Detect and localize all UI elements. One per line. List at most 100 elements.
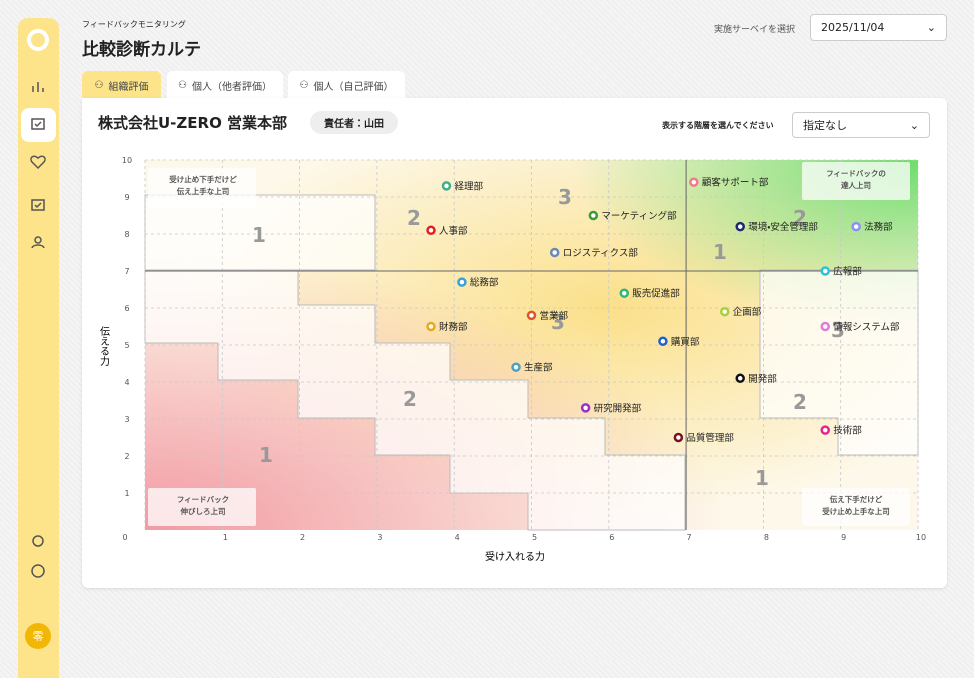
- y-tick-label: 4: [124, 378, 129, 387]
- data-point: [735, 221, 745, 232]
- annotation-box: [148, 168, 256, 208]
- level-value: 指定なし: [803, 119, 847, 132]
- level-label: 表示する階層を選んでください: [662, 121, 774, 130]
- survey-label: 実施サーベイを選択: [714, 25, 796, 35]
- zone-number: 3: [831, 318, 845, 342]
- data-point: [580, 403, 591, 413]
- data-point: [549, 247, 560, 258]
- y-tick-label: 2: [124, 452, 129, 461]
- point-label: 財務部: [439, 321, 468, 333]
- point-label: 情報システム部: [833, 321, 900, 333]
- survey-value: 2025/11/04: [821, 21, 885, 34]
- y-tick-label: 5: [124, 341, 129, 350]
- point-label: 開発部: [748, 373, 777, 385]
- point-label: 総務部: [470, 277, 499, 289]
- annotation-box: [802, 488, 910, 526]
- tab[interactable]: ⚇ 個人（他者評価）: [167, 71, 283, 99]
- tab-label: 個人（他者評価）: [191, 81, 272, 93]
- y-tick-label: 10: [122, 156, 132, 165]
- zone-number: 2: [793, 390, 807, 414]
- tab[interactable]: ⚇ 組織評価: [82, 71, 161, 99]
- annotation: 伝え上手な上司: [176, 186, 230, 196]
- annotation: フィードバックの: [826, 168, 886, 178]
- point-label: 生産部: [524, 362, 553, 374]
- data-point: [673, 432, 684, 443]
- annotation: フィードバック: [177, 494, 229, 504]
- point-label: 研究開発部: [594, 402, 642, 414]
- sidebar: 零: [18, 18, 59, 678]
- data-point: [526, 310, 537, 321]
- survey-select[interactable]: 2025/11/04 ⌄: [810, 14, 947, 41]
- org-name: 株式会社U-ZERO 営業本部: [98, 114, 288, 132]
- zone-number: 1: [713, 240, 727, 264]
- tab[interactable]: ⚇ 個人（自己評価）: [288, 71, 405, 99]
- x-tick-label: 7: [687, 533, 692, 542]
- point-label: 購買部: [671, 336, 700, 348]
- zone-number: 1: [259, 443, 273, 467]
- point-label: 企画部: [733, 306, 762, 318]
- tab-label: 組織評価: [108, 81, 149, 93]
- x-tick-label: 4: [455, 533, 460, 542]
- sidebar-icons: 零: [21, 29, 56, 649]
- data-point: [851, 221, 861, 232]
- x-tick-label: 10: [916, 533, 926, 542]
- zone-number: 2: [793, 206, 807, 230]
- x-axis-title: 受け入れる力: [485, 550, 545, 563]
- data-point: [426, 225, 436, 236]
- data-point: [820, 266, 830, 276]
- x-tick-label: 3: [377, 533, 382, 542]
- point-label: マーケティング部: [601, 210, 677, 222]
- data-point: [426, 321, 436, 332]
- data-point: [820, 321, 830, 332]
- data-point: [689, 177, 699, 187]
- tab-label: 個人（自己評価）: [313, 81, 394, 93]
- annotation-box: [148, 488, 256, 526]
- point-label: 営業部: [540, 310, 569, 322]
- point-label: 法務部: [864, 221, 893, 233]
- data-point: [511, 362, 521, 372]
- annotation-box: [802, 162, 910, 200]
- y-tick-label: 7: [124, 267, 129, 276]
- data-point: [735, 373, 745, 384]
- y-tick-label: 9: [124, 193, 129, 202]
- y-axis-title: 伝える力: [98, 326, 110, 367]
- data-point: [441, 181, 452, 191]
- zone-number: 2: [403, 387, 417, 411]
- manager-badge: 責任者：山田: [310, 111, 398, 134]
- x-tick-label: 9: [841, 533, 846, 542]
- y-tick-label: 8: [124, 230, 129, 239]
- point-label: 経理部: [454, 180, 483, 192]
- data-point: [658, 336, 668, 347]
- point-label: 顧客サポート部: [702, 177, 769, 189]
- y-tick-label: 3: [124, 415, 129, 424]
- point-label: 技術部: [833, 425, 862, 437]
- point-label: ロジスティクス部: [563, 248, 639, 259]
- chart: 受け入れる力 伝える力 0 1 2 3 4 5 6 7 8 9 10 1 2 3 4 5 6 7 8 9 10 1 2 3 1 2…: [98, 156, 927, 563]
- annotation: 受け止め下手だけど: [169, 174, 237, 184]
- x-tick-label: 5: [532, 533, 537, 542]
- zone-number: 1: [755, 466, 769, 490]
- point-label: 人事部: [439, 225, 468, 237]
- point-label: 品質管理部: [686, 432, 734, 444]
- zone-number: 1: [252, 223, 266, 247]
- x-tick-label: 2: [300, 533, 305, 542]
- data-point: [820, 425, 830, 435]
- annotation: 受け止め上手な上司: [822, 506, 890, 516]
- level-select[interactable]: 指定なし ⌄: [792, 112, 930, 138]
- avatar[interactable]: 零: [33, 630, 44, 643]
- x-tick-label: 0: [122, 533, 127, 542]
- x-tick-label: 6: [609, 533, 614, 542]
- zone-number: 2: [407, 206, 421, 230]
- point-label: 販売促進部: [632, 288, 680, 300]
- page-title: 比較診断カルテ: [82, 40, 201, 60]
- point-label: 広報部: [833, 267, 862, 278]
- point-label: 環境・安全管理部: [748, 221, 818, 233]
- data-point: [619, 288, 630, 298]
- annotation: 伸びしろ上司: [180, 506, 226, 516]
- data-point: [457, 277, 467, 287]
- data-point: [588, 210, 599, 221]
- annotation: 達人上司: [841, 180, 871, 190]
- zone-number: 3: [558, 185, 572, 209]
- annotation: 伝え下手だけど: [829, 494, 883, 504]
